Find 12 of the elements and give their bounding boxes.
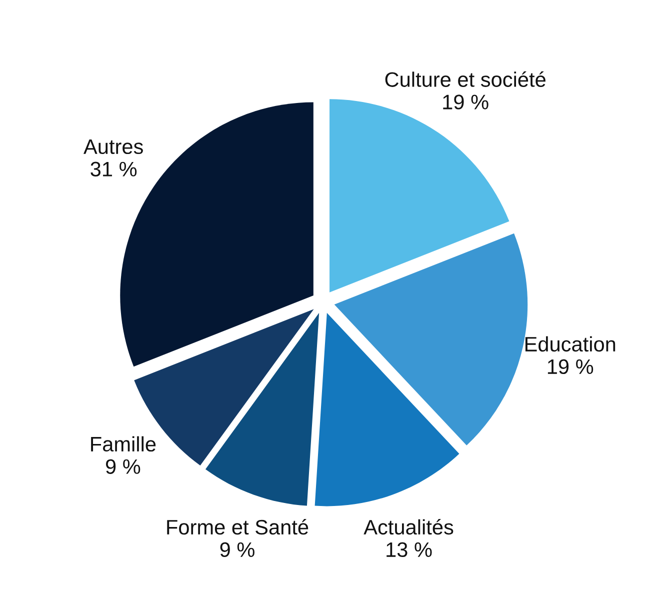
slice-label: Culture et société: [385, 71, 546, 87]
slice-label: Famille: [91, 436, 156, 452]
data-label: 13 %: [386, 542, 432, 558]
data-label: 19 %: [443, 94, 488, 110]
data-label: 31 %: [90, 162, 137, 176]
slice-label: Education: [525, 336, 616, 352]
slice-label: Actualités: [364, 519, 454, 535]
data-label: 9 %: [220, 542, 254, 558]
data-label: 9 %: [106, 459, 140, 474]
slice-label: Forme et Santé: [167, 519, 308, 535]
slice-label: Autres: [84, 140, 143, 154]
data-label: 19 %: [548, 359, 594, 374]
